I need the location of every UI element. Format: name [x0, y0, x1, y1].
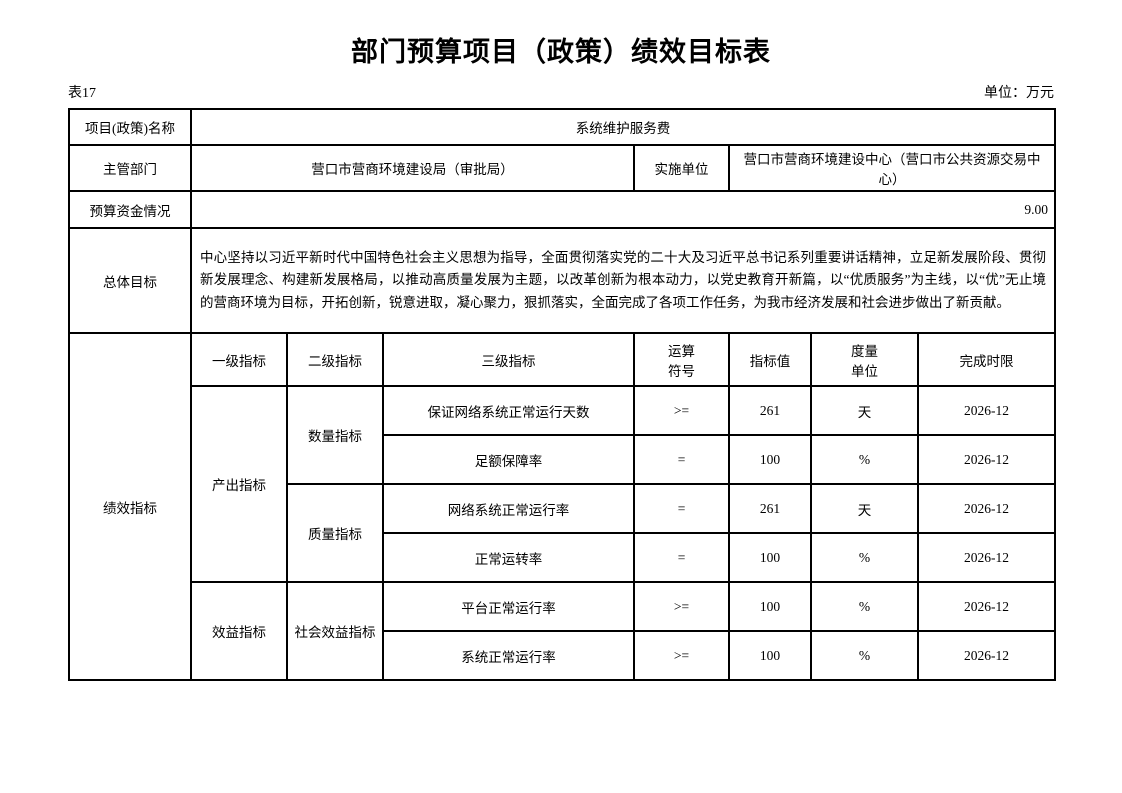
performance-target-table: 项目(政策)名称 系统维护服务费 主管部门 营口市营商环境建设局（审批局） 实施…	[68, 108, 1057, 681]
col-header-level2: 二级指标	[286, 332, 384, 387]
target-value: 261	[728, 483, 812, 534]
col-header-deadline: 完成时限	[916, 332, 1057, 387]
level3-indicator: 平台正常运行率	[382, 581, 635, 632]
operator-value: >=	[633, 581, 730, 632]
unit-value: %	[810, 630, 919, 681]
unit-value: %	[810, 532, 919, 583]
level2-indicator: 数量指标	[286, 385, 384, 485]
indicator-row: 产出指标 数量指标 保证网络系统正常运行天数 >= 261 天 2026-12	[69, 385, 1057, 583]
level1-indicator: 效益指标	[190, 581, 288, 681]
project-name-value: 系统维护服务费	[189, 108, 1057, 146]
operator-value: =	[633, 532, 730, 583]
indicator-row: 足额保障率 = 100 % 2026-12	[69, 434, 1057, 485]
operator-value: =	[633, 483, 730, 534]
operator-value: >=	[633, 630, 730, 681]
overall-goal-label: 总体目标	[68, 227, 192, 334]
unit-value: %	[810, 581, 919, 632]
level3-indicator: 正常运转率	[382, 532, 635, 583]
dept-label: 主管部门	[68, 144, 192, 192]
indicator-row: 质量指标 网络系统正常运行率 = 261 天 2026-12	[69, 483, 1057, 583]
target-value: 100	[728, 630, 812, 681]
level3-indicator: 网络系统正常运行率	[382, 483, 635, 534]
impl-unit-label: 实施单位	[633, 144, 730, 192]
deadline-value: 2026-12	[916, 630, 1057, 681]
table-number: 表17	[68, 86, 96, 101]
col-header-level3: 三级指标	[382, 332, 635, 387]
table-meta-row: 表17 单位：万元	[68, 82, 1054, 102]
level3-indicator: 系统正常运行率	[382, 630, 635, 681]
level2-indicator: 质量指标	[286, 483, 384, 583]
operator-value: >=	[633, 385, 730, 436]
col-header-target-value: 指标值	[728, 332, 812, 387]
unit-value: %	[810, 434, 919, 485]
indicator-row: 效益指标 社会效益指标 平台正常运行率 >= 100 % 2026-12	[69, 581, 1057, 681]
impl-unit-value: 营口市营商环境建设中心（营口市公共资源交易中心）	[727, 144, 1057, 192]
unit-value: 天	[810, 483, 919, 534]
target-value: 100	[728, 434, 812, 485]
indicator-row: 正常运转率 = 100 % 2026-12	[69, 532, 1057, 583]
operator-value: =	[633, 434, 730, 485]
deadline-value: 2026-12	[916, 385, 1057, 436]
table-row: 主管部门 营口市营商环境建设局（审批局） 实施单位 营口市营商环境建设中心（营口…	[68, 144, 1057, 192]
deadline-value: 2026-12	[916, 532, 1057, 583]
indicator-row: 系统正常运行率 >= 100 % 2026-12	[69, 630, 1057, 681]
budget-value: 9.00	[189, 190, 1057, 229]
project-name-label: 项目(政策)名称	[68, 108, 192, 146]
overall-goal-text: 中心坚持以习近平新时代中国特色社会主义思想为指导，全面贯彻落实党的二十大及习近平…	[189, 227, 1057, 334]
deadline-value: 2026-12	[916, 483, 1057, 534]
budget-label: 预算资金情况	[68, 190, 192, 229]
level3-indicator: 保证网络系统正常运行天数	[382, 385, 635, 436]
unit-value: 天	[810, 385, 919, 436]
col-header-level1: 一级指标	[190, 332, 288, 387]
target-value: 100	[728, 581, 812, 632]
level1-indicator: 产出指标	[190, 385, 288, 583]
indicator-header-row: 绩效指标 一级指标 二级指标 三级指标 运算 符号 指标值 度量 单位 完成时限	[68, 332, 1057, 681]
level2-indicator: 社会效益指标	[286, 581, 384, 681]
table-row: 预算资金情况 9.00	[68, 190, 1057, 229]
target-value: 261	[728, 385, 812, 436]
col-header-operator: 运算 符号	[633, 332, 730, 387]
deadline-value: 2026-12	[916, 581, 1057, 632]
page-title: 部门预算项目（政策）绩效目标表	[351, 37, 771, 67]
performance-indicator-label: 绩效指标	[68, 332, 192, 681]
level3-indicator: 足额保障率	[382, 434, 635, 485]
unit-note: 单位：万元	[984, 86, 1054, 101]
col-header-unit: 度量 单位	[810, 332, 919, 387]
deadline-value: 2026-12	[916, 434, 1057, 485]
target-value: 100	[728, 532, 812, 583]
table-row: 项目(政策)名称 系统维护服务费	[68, 108, 1057, 146]
dept-value: 营口市营商环境建设局（审批局）	[190, 144, 635, 192]
table-row: 总体目标 中心坚持以习近平新时代中国特色社会主义思想为指导，全面贯彻落实党的二十…	[68, 227, 1057, 334]
